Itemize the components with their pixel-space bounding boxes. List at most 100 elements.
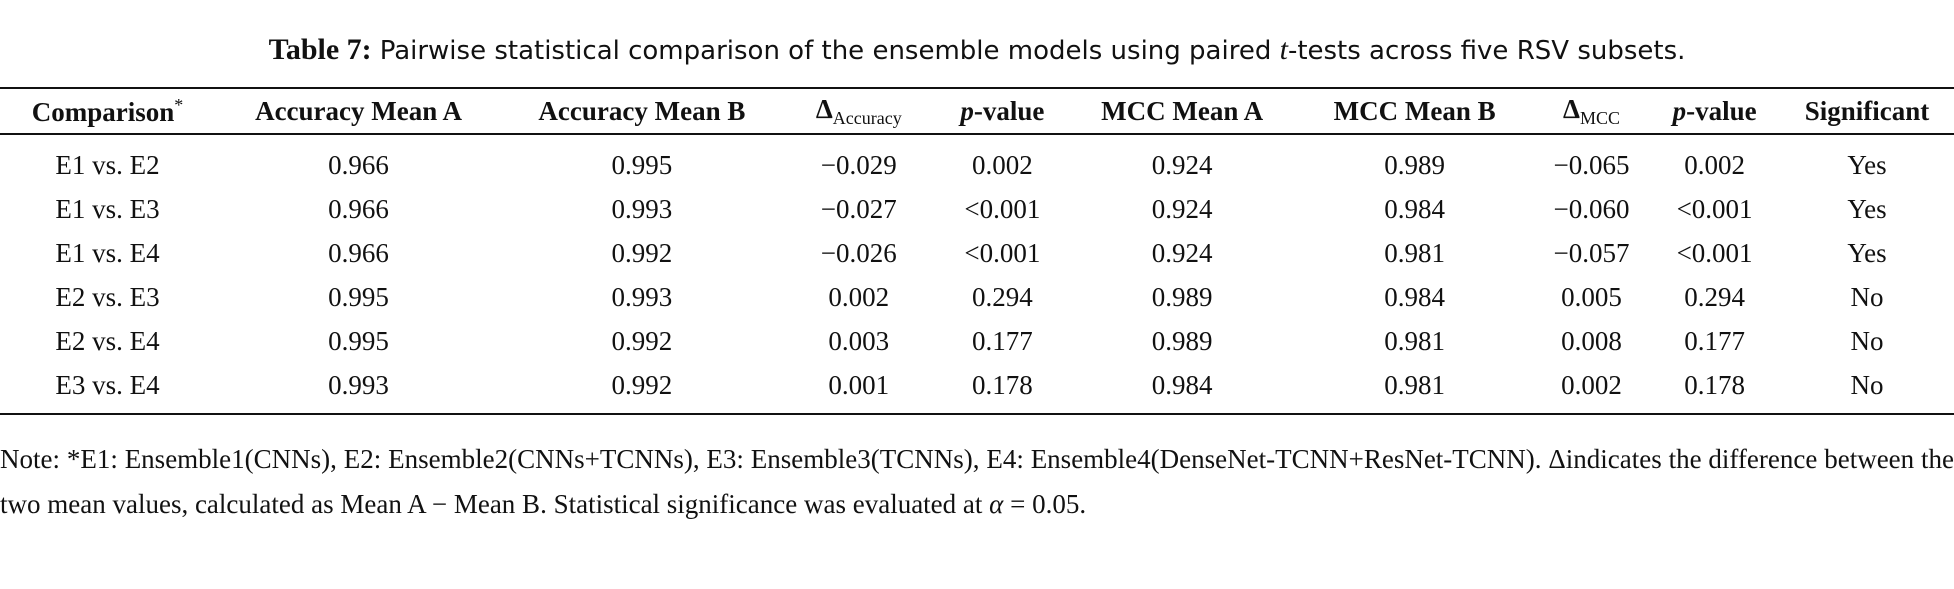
table-cell: 0.966 xyxy=(328,237,389,268)
table-cell: <0.001 xyxy=(1676,193,1753,224)
table-cell: E2 vs. E3 xyxy=(55,281,160,312)
note-text: Note: *E1: Ensemble1(CNNs), E2: Ensemble… xyxy=(0,444,1954,519)
table-cell: 0.003 xyxy=(828,325,890,356)
header-text: Significant xyxy=(1804,95,1930,126)
table-cell: 0.002 xyxy=(828,281,890,312)
table-cell: 0.005 xyxy=(1561,281,1622,312)
header-subscript: Accuracy xyxy=(832,107,902,128)
table-cell: 0.002 xyxy=(1684,149,1745,180)
table-cell: 0.981 xyxy=(1384,369,1446,400)
table-row: E1 vs. E3 0.966 0.993 −0.027 <0.001 0.924 0.98… xyxy=(0,187,1954,231)
table-cell: 0.294 xyxy=(972,281,1033,312)
table-cell: 0.177 xyxy=(972,325,1033,356)
table-cell: −0.057 xyxy=(1553,237,1630,268)
header-row: Comparison* Accuracy Mean A Accuracy Mean … xyxy=(0,88,1954,134)
table-cell: 0.966 xyxy=(328,149,389,180)
table-cell: <0.001 xyxy=(964,193,1041,224)
table-cell: 0.178 xyxy=(1684,369,1745,400)
table-row: E3 vs. E4 0.993 0.992 0.001 0.178 0.984 0.981 0… xyxy=(0,363,1954,414)
table-cell: 0.981 xyxy=(1384,237,1446,268)
table-cell: 0.002 xyxy=(972,149,1033,180)
table-cell: 0.001 xyxy=(828,369,890,400)
table-cell: 0.995 xyxy=(328,281,389,312)
table-cell: 0.177 xyxy=(1684,325,1745,356)
table-cell: 0.992 xyxy=(611,237,673,268)
table-cell: 0.992 xyxy=(611,325,673,356)
table-cell: 0.995 xyxy=(328,325,389,356)
table-cell: 0.984 xyxy=(1384,281,1446,312)
header-text: Accuracy Mean A xyxy=(255,95,463,126)
note-text: α xyxy=(989,489,1004,519)
header-superscript: * xyxy=(174,94,184,115)
table-cell: E1 vs. E4 xyxy=(55,237,160,268)
table-cell: 0.924 xyxy=(1151,149,1213,180)
column-header: Comparison* xyxy=(0,88,215,134)
table-cell: 0.002 xyxy=(1561,369,1622,400)
table-cell: E3 vs. E4 xyxy=(55,369,160,400)
caption-text: -tests across five RSV subsets. xyxy=(1287,36,1686,66)
table-cell: No xyxy=(1850,369,1884,400)
column-header: ΔMCC xyxy=(1534,88,1649,134)
table-cell: 0.989 xyxy=(1151,281,1213,312)
header-italic: p xyxy=(1672,95,1687,126)
table-cell: 0.993 xyxy=(611,193,673,224)
table-cell: 0.966 xyxy=(328,193,389,224)
table-cell: 0.992 xyxy=(611,369,673,400)
header-text: Comparison xyxy=(31,96,175,127)
table-cell: 0.989 xyxy=(1151,325,1213,356)
table-cell: −0.060 xyxy=(1553,193,1630,224)
column-header: Significant xyxy=(1780,88,1954,134)
header-text: MCC Mean B xyxy=(1333,95,1496,126)
table-cell: 0.989 xyxy=(1384,149,1446,180)
header-subscript: MCC xyxy=(1579,107,1620,128)
column-header: Accuracy Mean A xyxy=(215,88,502,134)
header-text: Accuracy Mean B xyxy=(538,95,746,126)
table-cell: No xyxy=(1850,325,1884,356)
table-cell: 0.008 xyxy=(1561,325,1622,356)
header-text: MCC Mean A xyxy=(1101,95,1264,126)
table-caption: Table 7: Pairwise statistical comparison … xyxy=(0,0,1954,75)
table-cell: E1 vs. E3 xyxy=(55,193,160,224)
table-cell: E2 vs. E4 xyxy=(55,325,160,356)
header-italic: p xyxy=(960,95,974,126)
table-cell: 0.984 xyxy=(1151,369,1213,400)
table-note: Note: *E1: Ensemble1(CNNs), E2: Ensemble… xyxy=(0,437,1954,527)
table-row: E1 vs. E4 0.966 0.992 −0.026 <0.001 0.924 0.98… xyxy=(0,231,1954,275)
table-cell: Yes xyxy=(1847,149,1887,180)
header-text: Δ xyxy=(1563,93,1580,124)
table-cell: 0.984 xyxy=(1384,193,1446,224)
table-cell: 0.995 xyxy=(611,149,673,180)
column-header: p-value xyxy=(1649,88,1780,134)
table-cell: 0.993 xyxy=(328,369,389,400)
table-cell: 0.294 xyxy=(1684,281,1745,312)
table-cell: 0.993 xyxy=(611,281,673,312)
table-cell: 0.981 xyxy=(1384,325,1446,356)
table-cell: 0.178 xyxy=(972,369,1033,400)
table-cell: <0.001 xyxy=(964,237,1041,268)
table-cell: −0.029 xyxy=(820,149,897,180)
table-row: E2 vs. E4 0.995 0.992 0.003 0.177 0.989 0.981 0… xyxy=(0,319,1954,363)
table-cell: Yes xyxy=(1847,237,1887,268)
caption-text: t xyxy=(1279,33,1288,66)
table-cell: E1 vs. E2 xyxy=(55,149,160,180)
header-text: Δ xyxy=(815,93,833,124)
caption-text: Pairwise statistical comparison of the e… xyxy=(379,36,1280,66)
column-header: p-value xyxy=(936,88,1069,134)
table-cell: Yes xyxy=(1847,193,1887,224)
column-header: ΔAccuracy xyxy=(782,88,936,134)
table-cell: 0.924 xyxy=(1151,237,1213,268)
table-cell: −0.027 xyxy=(820,193,897,224)
table-row: E1 vs. E2 0.966 0.995 −0.029 0.002 0.924 0.989… xyxy=(0,134,1954,187)
header-text: -value xyxy=(973,95,1045,126)
column-header: Accuracy Mean B xyxy=(502,88,781,134)
caption-label: Table 7: xyxy=(268,33,372,66)
column-header: MCC Mean A xyxy=(1069,88,1296,134)
table-cell: −0.065 xyxy=(1553,149,1630,180)
table-cell: <0.001 xyxy=(1676,237,1753,268)
table-cell: No xyxy=(1850,281,1884,312)
table-cell: 0.924 xyxy=(1151,193,1213,224)
table-row: E2 vs. E3 0.995 0.993 0.002 0.294 0.989 0.984 0… xyxy=(0,275,1954,319)
note-text: = 0.05. xyxy=(1003,489,1087,519)
header-text: -value xyxy=(1686,95,1757,126)
